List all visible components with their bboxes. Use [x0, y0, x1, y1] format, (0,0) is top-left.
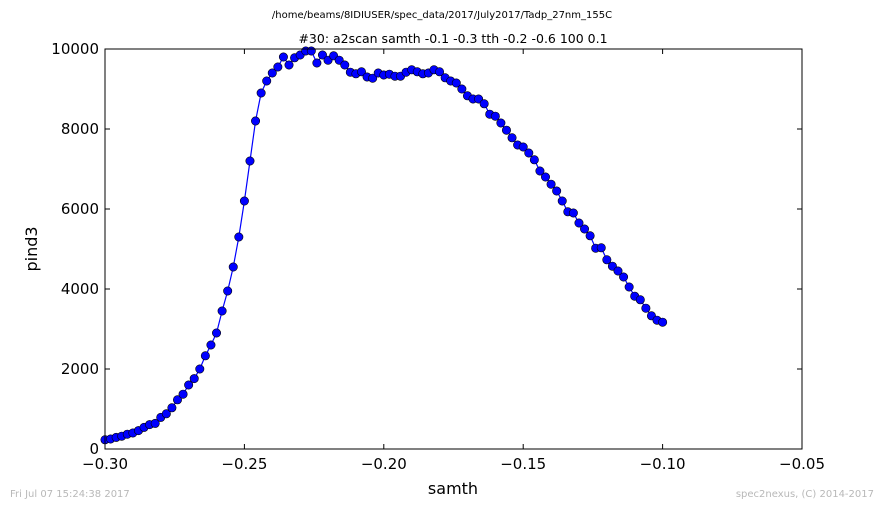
data-point [635, 295, 645, 305]
data-point [256, 88, 266, 98]
data-point [451, 78, 461, 88]
footer-date: Fri Jul 07 15:24:38 2017 [10, 489, 130, 500]
x-tick-label: −0.05 [779, 455, 825, 473]
data-point [490, 111, 500, 121]
data-point [284, 60, 294, 70]
data-point [619, 272, 629, 282]
data-point [340, 60, 350, 70]
data-point [368, 73, 378, 83]
data-point [167, 403, 177, 413]
data-point [317, 50, 327, 60]
plot-frame [104, 48, 803, 450]
data-point [585, 231, 595, 241]
data-point [435, 67, 445, 77]
data-point [273, 62, 283, 72]
y-tick-label: 2000 [61, 360, 99, 378]
y-tick-label: 10000 [51, 40, 99, 58]
x-tick-label: −0.25 [221, 455, 267, 473]
data-point [217, 306, 227, 316]
data-point [574, 218, 584, 228]
data-point [228, 262, 238, 272]
x-tick-label: −0.30 [82, 455, 128, 473]
plot-area [100, 46, 668, 445]
data-point [278, 52, 288, 62]
data-point [245, 156, 255, 166]
data-point [529, 155, 539, 165]
data-point [200, 351, 210, 361]
data-point [613, 266, 623, 276]
data-point [312, 58, 322, 68]
y-tick-label: 4000 [61, 280, 99, 298]
data-point [306, 46, 316, 56]
data-point [195, 364, 205, 374]
y-axis: 0 2000 4000 6000 8000 10000 [51, 40, 802, 458]
x-axis: −0.30 −0.25 −0.20 −0.15 −0.10 −0.05 [82, 49, 825, 473]
data-point [239, 196, 249, 206]
data-point [518, 142, 528, 152]
data-point [641, 303, 651, 313]
data-point [658, 317, 668, 327]
data-point [546, 179, 556, 189]
chart-title: #30: a2scan samth -0.1 -0.3 tth -0.2 -0.… [298, 31, 607, 46]
y-tick-label: 8000 [61, 120, 99, 138]
x-tick-label: −0.10 [640, 455, 686, 473]
data-point [479, 99, 489, 109]
data-point [267, 68, 277, 78]
y-tick-label: 0 [89, 440, 99, 458]
x-tick-label: −0.15 [500, 455, 546, 473]
data-point [540, 172, 550, 182]
data-point [184, 380, 194, 390]
data-point [356, 67, 366, 77]
x-axis-label: samth [428, 479, 478, 498]
data-point [189, 374, 199, 384]
data-point [234, 232, 244, 242]
data-point [524, 148, 534, 158]
data-point [150, 418, 160, 428]
data-point [602, 255, 612, 265]
data-point [161, 409, 171, 419]
data-point [262, 76, 272, 86]
footer-credit: spec2nexus, (C) 2014-2017 [735, 489, 874, 500]
data-point [535, 166, 545, 176]
data-point [172, 395, 182, 405]
x-tick-label: −0.20 [361, 455, 407, 473]
data-point [568, 208, 578, 218]
file-path-title: /home/beams/8IDIUSER/spec_data/2017/July… [271, 10, 613, 21]
data-point [178, 389, 188, 399]
data-point [212, 328, 222, 338]
data-point [580, 224, 590, 234]
data-point [501, 125, 511, 135]
data-point [507, 133, 517, 143]
data-point [206, 340, 216, 350]
data-point [557, 196, 567, 206]
data-point [496, 118, 506, 128]
y-tick-label: 6000 [61, 200, 99, 218]
data-point [596, 243, 606, 253]
data-point [457, 84, 467, 94]
data-point [251, 116, 261, 126]
y-axis-label: pind3 [22, 226, 41, 271]
data-point [552, 186, 562, 196]
data-point [624, 282, 634, 292]
data-point [223, 286, 233, 296]
